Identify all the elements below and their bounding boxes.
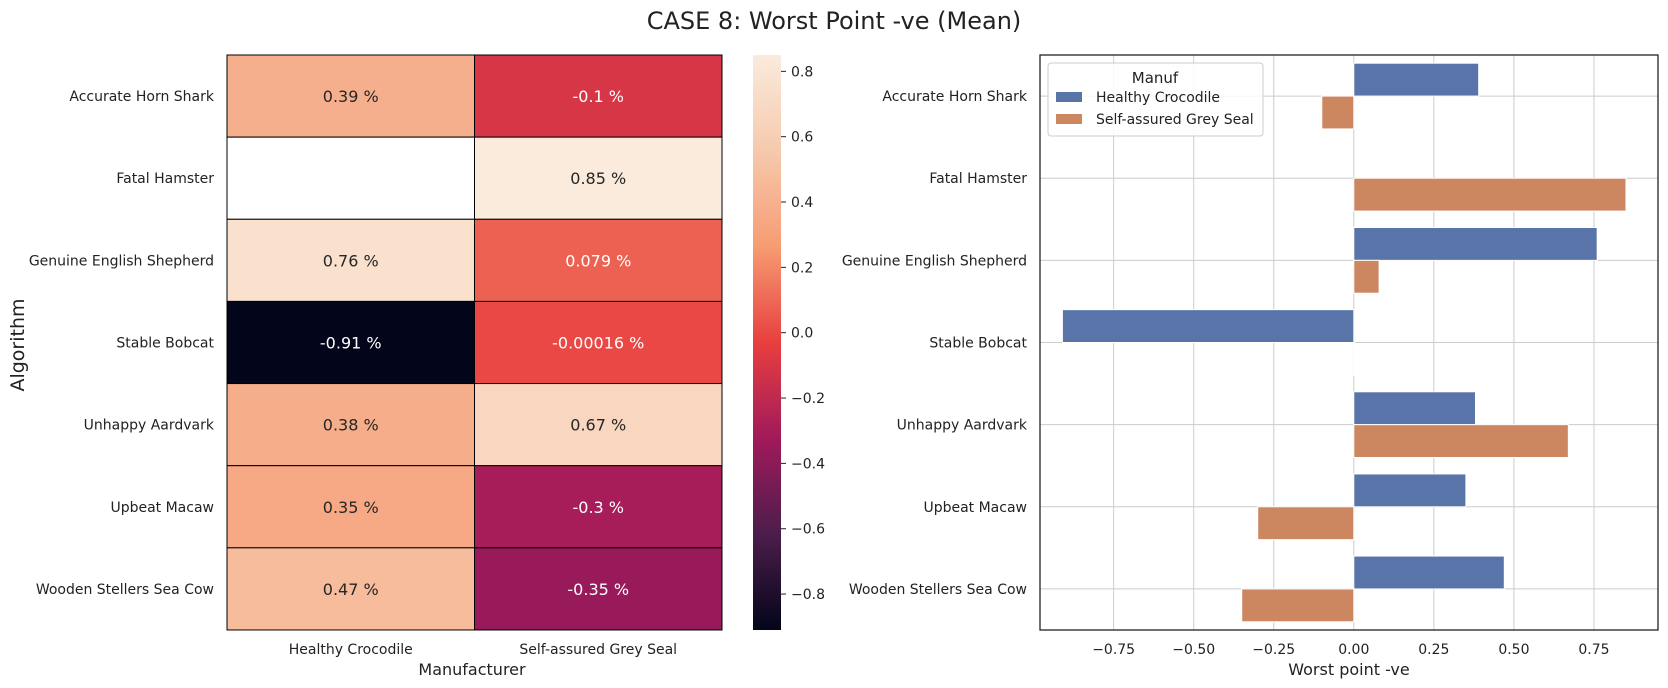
colorbar-tick-label: −0.8 xyxy=(791,587,825,603)
bar-chart-x-tick-label: 0.00 xyxy=(1338,642,1369,658)
bar-chart-frame xyxy=(1039,54,1659,631)
heatmap-y-axis-label: Algorithm xyxy=(7,298,29,391)
heatmap-cell-label-upbeat-macaw-healthy-crocodile: 0.35 % xyxy=(323,498,379,517)
colorbar-ticks: 0.8 0.6 0.4 0.2 0.0 −0.2 −0.4 −0.6 −0.8 xyxy=(781,64,825,603)
bar-chart-category-label-wooden-stellers-sea-cow: Wooden Stellers Sea Cow xyxy=(849,582,1027,598)
heatmap-x-axis-label: Manufacturer xyxy=(418,660,526,679)
heatmap-row-label-wooden-stellers-sea-cow: Wooden Stellers Sea Cow xyxy=(36,582,214,598)
colorbar-tick-label: 0.8 xyxy=(791,64,813,80)
heatmap-cell-label-unhappy-aardvark-healthy-crocodile: 0.38 % xyxy=(323,416,379,435)
bar-chart-x-ticks: −0.75 −0.50 −0.25 0.00 0.25 0.50 0.75 xyxy=(1092,642,1609,658)
heatmap-cell-label-unhappy-aardvark-self-assured-grey-seal: 0.67 % xyxy=(570,416,626,435)
bar-healthy-crocodile-stable-bobcat xyxy=(1061,309,1355,343)
heatmap-cell-label-upbeat-macaw-self-assured-grey-seal: -0.3 % xyxy=(572,498,624,517)
bar-chart-bars xyxy=(1061,62,1627,623)
bar-healthy-crocodile-wooden-stellers-sea-cow xyxy=(1353,555,1505,590)
bar-healthy-crocodile-genuine-english-shepherd xyxy=(1353,227,1598,261)
heatmap-cell-genuine-english-shepherd-self-assured-grey-seal xyxy=(474,218,723,302)
bar-chart-panel: −0.75 −0.50 −0.25 0.00 0.25 0.50 0.75 Accurate… xyxy=(842,54,1659,679)
heatmap-row-label-accurate-horn-shark: Accurate Horn Shark xyxy=(69,89,215,105)
heatmap-column-label-healthy-crocodile: Healthy Crocodile xyxy=(289,642,413,658)
bar-self-assured-grey-seal-fatal-hamster xyxy=(1353,177,1627,212)
bar-chart-x-tick-label: 0.75 xyxy=(1578,642,1609,658)
bar-self-assured-grey-seal-stable-bobcat xyxy=(1353,342,1356,376)
colorbar-tick-label: −0.4 xyxy=(791,456,825,472)
bar-chart-category-label-accurate-horn-shark: Accurate Horn Shark xyxy=(882,89,1028,105)
heatmap-cell-upbeat-macaw-self-assured-grey-seal xyxy=(474,465,723,549)
bar-self-assured-grey-seal-upbeat-macaw xyxy=(1257,506,1355,541)
heatmap-row-label-stable-bobcat: Stable Bobcat xyxy=(116,335,214,351)
heatmap-cell-label-genuine-english-shepherd-healthy-crocodile: 0.76 % xyxy=(323,251,379,270)
colorbar-tick-label: 0.6 xyxy=(791,130,813,146)
bar-self-assured-grey-seal-accurate-horn-shark xyxy=(1321,95,1355,130)
legend-label-self-assured-grey-seal: Self-assured Grey Seal xyxy=(1096,112,1254,128)
legend: Manuf Healthy Crocodile Self-assured Gre… xyxy=(1047,62,1264,137)
colorbar-tick-label: 0.0 xyxy=(791,326,813,342)
heatmap-cell-label-genuine-english-shepherd-self-assured-grey-seal: 0.079 % xyxy=(565,251,631,270)
heatmap-cell-wooden-stellers-sea-cow-self-assured-grey-seal xyxy=(474,547,723,631)
heatmap-cell-genuine-english-shepherd-healthy-crocodile xyxy=(226,218,475,302)
bar-self-assured-grey-seal-unhappy-aardvark xyxy=(1353,424,1569,458)
heatmap-cell-wooden-stellers-sea-cow-healthy-crocodile xyxy=(226,547,475,631)
colorbar-tick-label: −0.6 xyxy=(791,522,825,538)
heatmap-row-label-unhappy-aardvark: Unhappy Aardvark xyxy=(84,418,215,434)
legend-swatch-self-assured-grey-seal xyxy=(1056,114,1082,124)
bar-chart-x-tick-label: 0.50 xyxy=(1498,642,1529,658)
colorbar-tick-label: 0.4 xyxy=(791,195,813,211)
heatmap-column-labels: Healthy Crocodile Self-assured Grey Seal xyxy=(289,642,677,658)
heatmap-cell-fatal-hamster-healthy-crocodile xyxy=(226,136,475,220)
bar-chart-x-tick-label: −0.50 xyxy=(1172,642,1215,658)
bar-healthy-crocodile-unhappy-aardvark xyxy=(1353,391,1476,426)
bar-chart-category-label-upbeat-macaw: Upbeat Macaw xyxy=(923,500,1027,516)
heatmap-cell-stable-bobcat-healthy-crocodile xyxy=(226,300,475,385)
bar-chart-category-label-genuine-english-shepherd: Genuine English Shepherd xyxy=(842,253,1027,269)
heatmap-row-label-genuine-english-shepherd: Genuine English Shepherd xyxy=(29,253,214,269)
heatmap-row-labels: Accurate Horn Shark Fatal Hamster Genuine … xyxy=(29,89,215,598)
heatmap-cell-label-fatal-hamster-self-assured-grey-seal: 0.85 % xyxy=(570,169,626,188)
heatmap-cell-label-accurate-horn-shark-healthy-crocodile: 0.39 % xyxy=(323,87,379,106)
bar-chart-x-tick-label: 0.25 xyxy=(1418,642,1449,658)
heatmap-cell-accurate-horn-shark-self-assured-grey-seal xyxy=(474,54,723,138)
legend-label-healthy-crocodile: Healthy Crocodile xyxy=(1096,90,1220,106)
heatmap-cell-label-stable-bobcat-healthy-crocodile: -0.91 % xyxy=(320,333,382,352)
heatmap-cell-label-wooden-stellers-sea-cow-healthy-crocodile: 0.47 % xyxy=(323,580,379,599)
heatmap-cell-fatal-hamster-self-assured-grey-seal xyxy=(474,136,723,220)
heatmap-column-label-self-assured-grey-seal: Self-assured Grey Seal xyxy=(519,642,677,658)
bar-chart-category-labels: Accurate Horn Shark Fatal Hamster Genuine … xyxy=(842,89,1028,598)
heatmap-cell-unhappy-aardvark-healthy-crocodile xyxy=(226,383,475,467)
bar-chart-x-tick-label: −0.75 xyxy=(1092,642,1135,658)
colorbar-gradient xyxy=(753,55,781,630)
colorbar-tick-label: 0.2 xyxy=(791,260,813,276)
bar-chart-category-label-stable-bobcat: Stable Bobcat xyxy=(929,336,1027,352)
heatmap-cell-label-stable-bobcat-self-assured-grey-seal: -0.00016 % xyxy=(552,333,644,352)
heatmap-cells: 0.39 % -0.1 % 0.85 % 0.76 % 0.079 % -0.91 % -0… xyxy=(226,54,723,631)
legend-title: Manuf xyxy=(1132,69,1179,87)
bar-healthy-crocodile-accurate-horn-shark xyxy=(1353,62,1480,97)
bar-self-assured-grey-seal-wooden-stellers-sea-cow xyxy=(1241,588,1355,623)
figure-title: CASE 8: Worst Point -ve (Mean) xyxy=(647,7,1022,35)
heatmap-row-label-upbeat-macaw: Upbeat Macaw xyxy=(110,500,214,516)
heatmap-cell-upbeat-macaw-healthy-crocodile xyxy=(226,465,475,549)
colorbar-tick-label: −0.2 xyxy=(791,391,825,407)
legend-box xyxy=(1047,62,1264,137)
bar-chart-x-axis-label: Worst point -ve xyxy=(1288,660,1410,679)
legend-swatch-healthy-crocodile xyxy=(1056,92,1082,102)
bar-self-assured-grey-seal-genuine-english-shepherd xyxy=(1353,259,1380,294)
bar-chart-category-label-fatal-hamster: Fatal Hamster xyxy=(929,171,1027,187)
colorbar: 0.8 0.6 0.4 0.2 0.0 −0.2 −0.4 −0.6 −0.8 xyxy=(753,55,825,630)
heatmap-row-label-fatal-hamster: Fatal Hamster xyxy=(116,171,214,187)
heatmap-cell-label-wooden-stellers-sea-cow-self-assured-grey-seal: -0.35 % xyxy=(567,580,629,599)
heatmap-cell-label-accurate-horn-shark-self-assured-grey-seal: -0.1 % xyxy=(572,87,624,106)
bar-chart-x-tick-label: −0.25 xyxy=(1252,642,1295,658)
heatmap-cell-accurate-horn-shark-healthy-crocodile xyxy=(226,54,475,138)
bar-chart-category-label-unhappy-aardvark: Unhappy Aardvark xyxy=(897,418,1028,434)
heatmap-panel: 0.39 % -0.1 % 0.85 % 0.76 % 0.079 % -0.91 % -0… xyxy=(7,54,723,679)
bar-healthy-crocodile-upbeat-macaw xyxy=(1353,473,1467,508)
